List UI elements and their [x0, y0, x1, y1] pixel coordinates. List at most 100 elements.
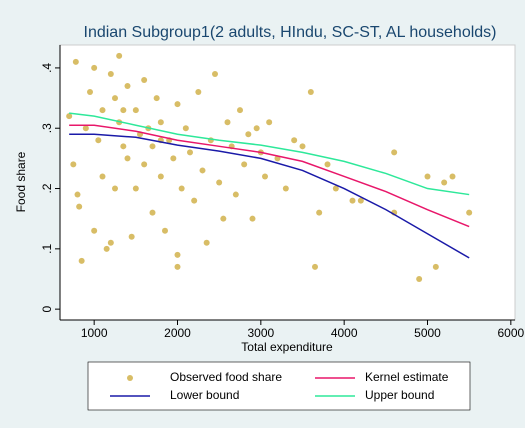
y-tick-label: .1: [40, 244, 54, 254]
point: [174, 101, 181, 108]
point: [324, 161, 331, 168]
point: [416, 275, 423, 282]
point: [216, 179, 223, 186]
point: [241, 161, 248, 168]
chart-title: Indian Subgroup1(2 adults, HIndu, SC-ST,…: [84, 24, 497, 41]
point: [107, 239, 114, 246]
legend: [87, 361, 471, 411]
point: [132, 185, 139, 192]
point: [187, 149, 193, 156]
point: [199, 167, 206, 174]
point: [316, 209, 323, 216]
point: [170, 155, 177, 162]
y-axis-label: Food share: [14, 151, 28, 212]
point: [70, 161, 77, 168]
point: [124, 83, 131, 90]
x-axis-label: Total expenditure: [241, 340, 333, 354]
point: [91, 64, 98, 71]
point: [299, 143, 306, 150]
point: [191, 197, 198, 204]
line: [69, 112, 470, 196]
point: [212, 70, 218, 77]
point: [432, 263, 439, 270]
legend-label: Lower bound: [170, 388, 239, 402]
point: [245, 131, 252, 138]
y-tick-label: .3: [40, 123, 54, 133]
x-tick-label: 1000: [81, 326, 108, 340]
point: [112, 95, 118, 102]
point: [357, 197, 364, 204]
point: [291, 137, 298, 144]
y-tick-label: 0: [40, 305, 54, 312]
point: [307, 89, 314, 96]
point: [149, 209, 156, 216]
point: [95, 137, 102, 144]
point: [66, 113, 73, 120]
y-tick-label: .2: [40, 183, 54, 193]
line: [69, 124, 470, 228]
point: [249, 215, 256, 222]
point: [424, 173, 431, 180]
point: [174, 251, 181, 258]
point: [253, 125, 260, 132]
x-tick-label: 6000: [497, 326, 524, 340]
point: [466, 209, 473, 216]
point: [162, 227, 168, 234]
point: [153, 95, 160, 102]
plot-area: [59, 44, 516, 321]
point: [72, 58, 79, 65]
point: [120, 107, 127, 114]
x-tick-label: 2000: [164, 326, 191, 340]
x-tick-label: 4000: [331, 326, 358, 340]
point: [203, 239, 210, 246]
point: [266, 119, 273, 126]
point: [237, 107, 243, 114]
point: [112, 185, 118, 192]
point: [87, 89, 93, 96]
point: [141, 161, 148, 168]
point: [116, 52, 123, 59]
point: [103, 245, 110, 252]
x-tick-label: 3000: [247, 326, 274, 340]
point: [178, 185, 185, 192]
point: [282, 185, 289, 192]
point: [224, 119, 231, 126]
point: [449, 173, 456, 180]
point: [132, 107, 139, 114]
point: [349, 197, 356, 204]
x-tick-label: 5000: [414, 326, 441, 340]
point: [441, 179, 448, 186]
point: [120, 143, 127, 150]
point: [76, 203, 83, 210]
point: [99, 107, 106, 114]
point: [195, 89, 202, 96]
point: [262, 173, 268, 180]
point: [107, 70, 114, 77]
point: [312, 263, 318, 270]
point: [128, 233, 135, 240]
point: [157, 173, 164, 180]
point: [232, 191, 239, 198]
point: [141, 76, 148, 83]
legend-label: Observed food share: [170, 370, 282, 384]
point: [149, 143, 156, 150]
point: [174, 263, 181, 270]
point: [332, 185, 339, 192]
point: [74, 191, 81, 198]
point: [124, 155, 131, 162]
point: [391, 149, 398, 156]
legend-marker: [127, 375, 133, 381]
point: [220, 215, 227, 222]
point: [91, 227, 98, 234]
point: [182, 125, 189, 132]
legend-label: Upper bound: [365, 388, 434, 402]
point: [78, 257, 85, 264]
line: [69, 133, 470, 259]
y-tick-label: .4: [40, 63, 54, 73]
point: [99, 173, 106, 180]
legend-label: Kernel estimate: [365, 370, 449, 384]
point: [157, 119, 164, 126]
point: [82, 125, 89, 132]
